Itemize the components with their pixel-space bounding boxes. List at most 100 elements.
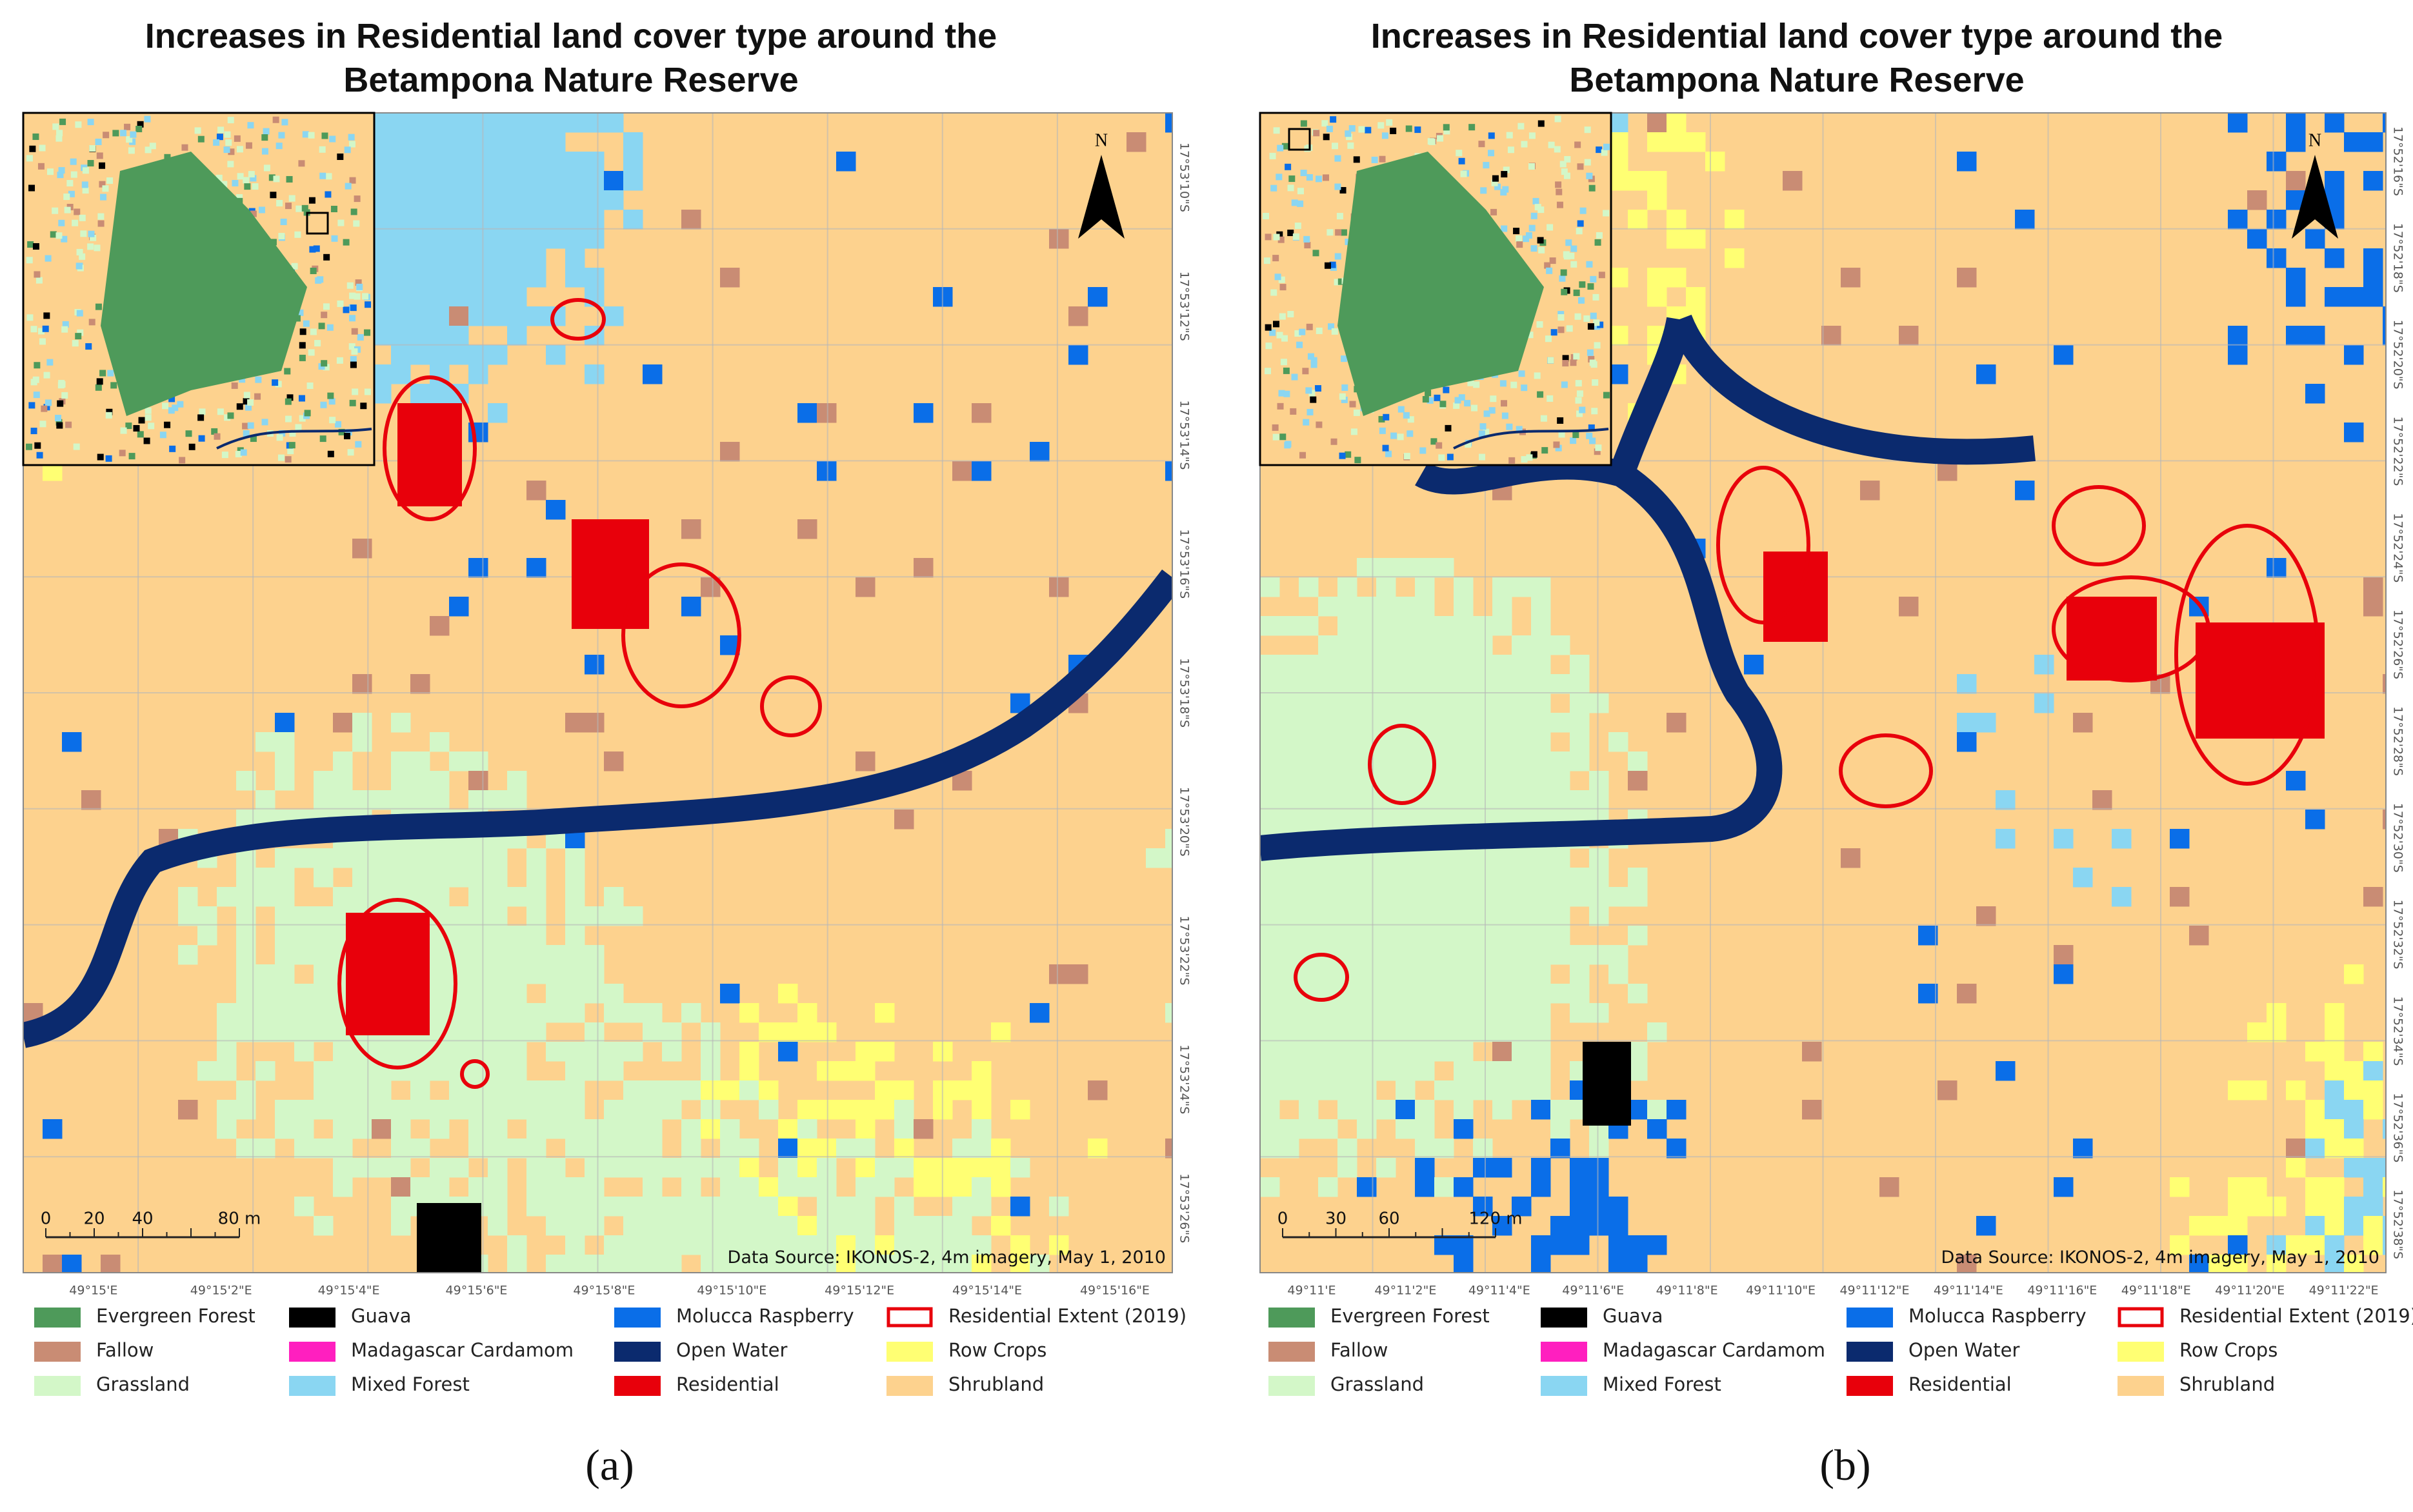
land-cell: [1299, 887, 1319, 907]
land-cell: [275, 887, 295, 907]
land-cell: [1357, 926, 1377, 946]
land-cell: [1589, 1197, 1609, 1217]
land-cell: [410, 771, 430, 791]
land-cell: [1068, 345, 1088, 365]
land-cell: [507, 190, 527, 210]
land-cell: [1396, 887, 1416, 907]
land-cell: [488, 1042, 508, 1062]
land-cell: [1396, 1061, 1416, 1081]
land-cell: [391, 210, 411, 230]
inset-cell: [1340, 229, 1347, 236]
land-cell: [1376, 964, 1396, 984]
land-cell: [585, 1216, 605, 1236]
inset-cell: [1274, 274, 1281, 281]
land-cell: [1454, 1100, 1474, 1120]
inset-cell: [26, 155, 33, 162]
inset-cell: [1281, 335, 1288, 342]
land-cell: [2383, 1216, 2386, 1236]
inset-cell: [1521, 384, 1528, 392]
land-cell: [1628, 887, 1648, 907]
land-cell: [1589, 1177, 1609, 1197]
inset-cell: [1381, 132, 1388, 139]
land-cell: [2112, 829, 2132, 849]
inset-cell: [1508, 457, 1516, 464]
land-cell: [662, 1255, 682, 1273]
inset-cell: [106, 408, 113, 415]
inset-cell: [1576, 390, 1583, 397]
inset-cell: [1443, 128, 1450, 135]
inset-cell: [302, 131, 309, 138]
land-cell: [1279, 868, 1299, 888]
land-cell: [430, 964, 450, 984]
inset-cell: [306, 382, 314, 389]
land-cell: [1260, 577, 1280, 597]
land-cell: [1647, 1119, 1667, 1139]
inset-cell: [1294, 330, 1301, 337]
land-cell: [468, 848, 488, 868]
land-cell: [1357, 1080, 1377, 1100]
inset-cell: [43, 312, 50, 319]
land-cell: [1492, 868, 1512, 888]
inset-cell: [321, 312, 328, 319]
land-cell: [1415, 558, 1435, 578]
inset-cell: [224, 414, 231, 421]
inset-cell: [1575, 380, 1582, 387]
land-cell: [1260, 887, 1280, 907]
land-cell: [585, 364, 605, 384]
land-cell: [546, 964, 566, 984]
land-cell: [507, 1022, 527, 1042]
land-cell: [914, 1119, 934, 1139]
land-cell: [1550, 1139, 1570, 1159]
inset-cell: [1578, 297, 1585, 304]
land-cell: [1396, 674, 1416, 694]
land-cell: [720, 1139, 740, 1159]
land-cell: [2305, 229, 2325, 249]
land-cell: [681, 1197, 701, 1217]
inset-cell: [1547, 357, 1554, 364]
inset-cell: [66, 180, 74, 187]
land-cell: [352, 539, 372, 559]
inset-cell: [1323, 134, 1330, 141]
residential-extent: [2174, 524, 2320, 786]
legend-label: Mixed Forest: [1603, 1373, 1721, 1395]
land-cell: [1879, 1177, 1899, 1197]
land-cell: [1279, 926, 1299, 946]
land-cell: [430, 1003, 450, 1023]
land-cell: [1550, 674, 1570, 694]
inset-cell: [298, 160, 305, 167]
inset-cell: [1587, 323, 1594, 330]
inset-cell: [310, 267, 317, 274]
y-coordinate-label: 17°53'16"S: [1177, 529, 1192, 599]
land-cell: [468, 558, 488, 578]
inset-cell: [1397, 406, 1405, 413]
inset-cell: [1430, 438, 1437, 445]
land-cell: [1415, 926, 1435, 946]
land-cell: [526, 906, 546, 926]
land-cell: [2228, 113, 2248, 133]
land-cell: [468, 345, 488, 365]
land-cell: [565, 1197, 585, 1217]
land-cell: [1512, 868, 1532, 888]
inset-cell: [1419, 447, 1427, 454]
land-cell: [449, 984, 469, 1004]
land-cell: [759, 1177, 779, 1197]
inset-cell: [185, 430, 192, 437]
legend-label: Residential: [1908, 1373, 2012, 1395]
inset-cell: [330, 206, 337, 213]
land-cell: [1299, 1100, 1319, 1120]
land-cell: [585, 268, 605, 288]
land-cell: [565, 984, 585, 1004]
inset-cell: [1584, 159, 1591, 166]
land-cell: [623, 1158, 643, 1178]
land-cell: [488, 1022, 508, 1042]
inset-cell: [97, 220, 105, 227]
land-cell: [894, 1139, 914, 1159]
land-cell: [565, 248, 585, 268]
land-cell: [410, 268, 430, 288]
legend-label: Molucca Raspberry: [676, 1305, 854, 1327]
land-cell: [1396, 771, 1416, 791]
inset-cell: [347, 449, 354, 456]
land-cell: [430, 1061, 450, 1081]
land-cell: [1841, 848, 1861, 868]
inset-cell: [1296, 341, 1303, 348]
